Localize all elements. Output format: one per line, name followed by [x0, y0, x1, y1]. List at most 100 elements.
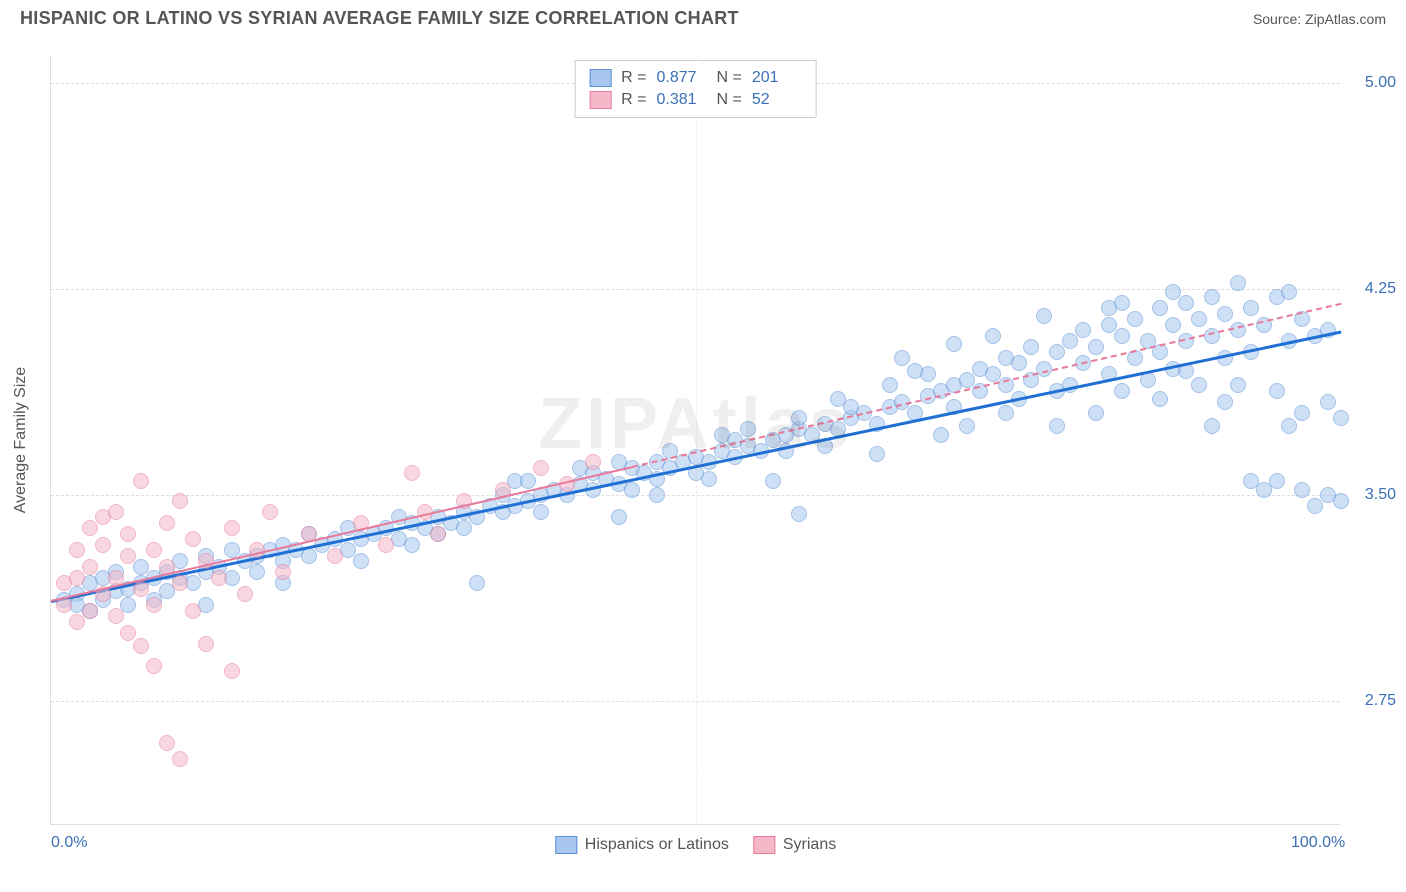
scatter-point: [1307, 498, 1323, 514]
scatter-point: [469, 575, 485, 591]
scatter-point: [69, 614, 85, 630]
scatter-point: [249, 564, 265, 580]
scatter-point: [1127, 311, 1143, 327]
scatter-point: [740, 421, 756, 437]
x-tick-label: 100.0%: [1291, 834, 1345, 852]
scatter-point: [1011, 355, 1027, 371]
scatter-point: [1062, 333, 1078, 349]
scatter-point: [1023, 339, 1039, 355]
scatter-point: [1333, 410, 1349, 426]
scatter-point: [1191, 377, 1207, 393]
scatter-point: [1230, 377, 1246, 393]
scatter-point: [1230, 275, 1246, 291]
x-tick-label: 0.0%: [51, 834, 87, 852]
scatter-point: [830, 391, 846, 407]
scatter-point: [353, 553, 369, 569]
scatter-point: [946, 336, 962, 352]
scatter-point: [1320, 487, 1336, 503]
scatter-point: [869, 446, 885, 462]
scatter-point: [533, 460, 549, 476]
scatter-point: [882, 377, 898, 393]
scatter-point: [275, 564, 291, 580]
scatter-point: [133, 473, 149, 489]
chart-plot-area: Average Family Size ZIPAtlas R = 0.877 N…: [50, 55, 1340, 825]
scatter-point: [1178, 295, 1194, 311]
swatch-series2: [589, 91, 611, 109]
scatter-point: [791, 410, 807, 426]
scatter-point: [120, 548, 136, 564]
stat-r-value-2: 0.381: [657, 91, 707, 109]
legend-swatch-2: [753, 836, 775, 854]
scatter-point: [1114, 383, 1130, 399]
scatter-point: [1152, 391, 1168, 407]
scatter-point: [1204, 289, 1220, 305]
scatter-point: [133, 638, 149, 654]
scatter-point: [1204, 418, 1220, 434]
scatter-point: [1281, 284, 1297, 300]
scatter-point: [95, 537, 111, 553]
scatter-point: [185, 531, 201, 547]
stats-legend-box: R = 0.877 N = 201 R = 0.381 N = 52: [574, 60, 817, 118]
scatter-point: [456, 520, 472, 536]
scatter-point: [430, 526, 446, 542]
scatter-point: [172, 751, 188, 767]
scatter-point: [1243, 473, 1259, 489]
scatter-point: [520, 473, 536, 489]
stat-n-value-1: 201: [752, 69, 802, 87]
scatter-point: [262, 504, 278, 520]
scatter-point: [1269, 473, 1285, 489]
scatter-point: [611, 509, 627, 525]
scatter-point: [1281, 418, 1297, 434]
scatter-point: [185, 603, 201, 619]
scatter-point: [765, 473, 781, 489]
chart-source: Source: ZipAtlas.com: [1253, 11, 1386, 27]
scatter-point: [159, 515, 175, 531]
y-tick-label: 5.00: [1346, 74, 1396, 92]
y-tick-label: 2.75: [1346, 692, 1396, 710]
y-axis-label: Average Family Size: [12, 366, 30, 512]
scatter-point: [133, 581, 149, 597]
scatter-point: [1114, 328, 1130, 344]
scatter-point: [1049, 418, 1065, 434]
scatter-point: [327, 548, 343, 564]
scatter-point: [120, 597, 136, 613]
scatter-point: [624, 482, 640, 498]
scatter-point: [404, 465, 420, 481]
scatter-point: [701, 471, 717, 487]
scatter-point: [1165, 284, 1181, 300]
scatter-point: [585, 454, 601, 470]
scatter-point: [1294, 482, 1310, 498]
scatter-point: [146, 542, 162, 558]
scatter-point: [1217, 394, 1233, 410]
scatter-point: [211, 570, 227, 586]
scatter-point: [1294, 405, 1310, 421]
scatter-point: [1088, 339, 1104, 355]
legend-swatch-1: [555, 836, 577, 854]
legend-item-2: Syrians: [753, 836, 836, 854]
scatter-point: [1101, 300, 1117, 316]
scatter-point: [1088, 405, 1104, 421]
bottom-legend: Hispanics or Latinos Syrians: [555, 836, 836, 854]
scatter-point: [82, 520, 98, 536]
stat-n-label-2: N =: [717, 91, 742, 109]
scatter-point: [224, 520, 240, 536]
stats-row-series2: R = 0.381 N = 52: [589, 89, 802, 111]
scatter-point: [120, 526, 136, 542]
scatter-point: [172, 575, 188, 591]
scatter-point: [82, 603, 98, 619]
scatter-point: [907, 363, 923, 379]
scatter-point: [120, 625, 136, 641]
stat-r-label: R =: [621, 69, 646, 87]
vgridline: [696, 55, 697, 824]
scatter-point: [791, 506, 807, 522]
scatter-point: [1320, 394, 1336, 410]
scatter-point: [1036, 308, 1052, 324]
scatter-point: [146, 658, 162, 674]
scatter-point: [985, 328, 1001, 344]
scatter-point: [404, 537, 420, 553]
stat-n-value-2: 52: [752, 91, 802, 109]
scatter-point: [108, 608, 124, 624]
scatter-point: [237, 586, 253, 602]
scatter-point: [224, 663, 240, 679]
scatter-point: [533, 504, 549, 520]
